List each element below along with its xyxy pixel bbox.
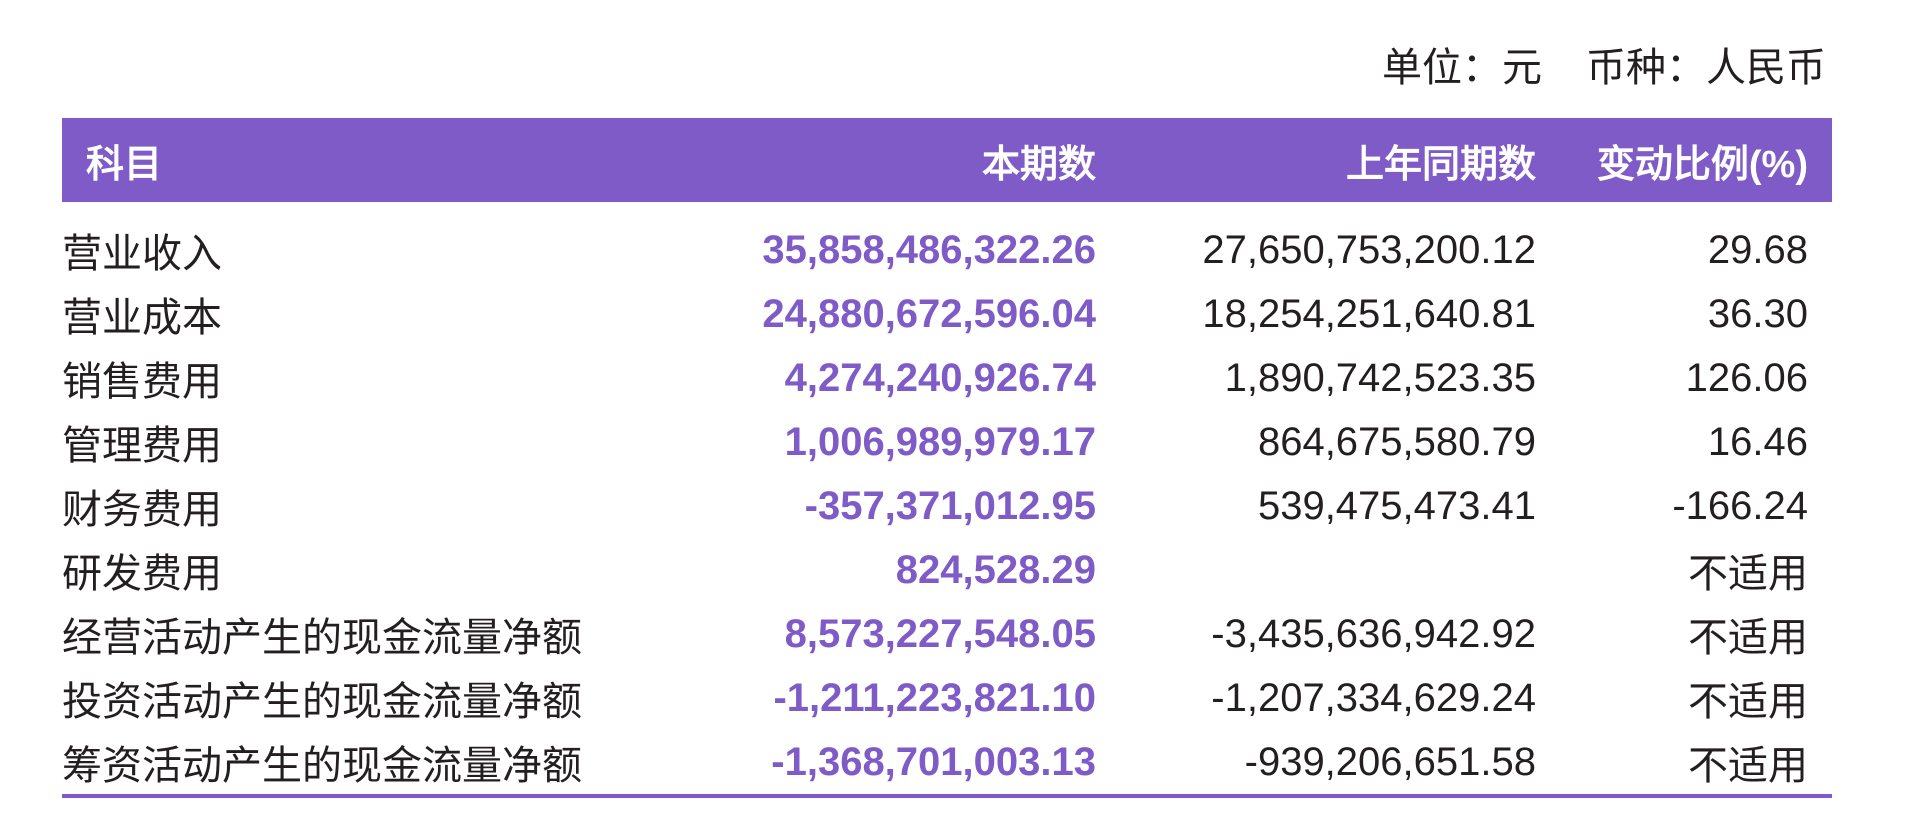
table-row: 经营活动产生的现金流量净额 8,573,227,548.05 -3,435,63… xyxy=(62,602,1832,666)
row-current-value: 24,880,672,596.04 xyxy=(762,291,1096,336)
row-current-value: 824,528.29 xyxy=(895,547,1096,592)
row-change-value: -166.24 xyxy=(1672,483,1808,528)
row-change-value: 36.30 xyxy=(1707,291,1808,336)
row-previous-value: -3,435,636,942.92 xyxy=(1211,611,1536,656)
row-previous-value: 18,254,251,640.81 xyxy=(1202,291,1536,336)
row-item: 营业收入 xyxy=(62,232,222,276)
row-current-value: 35,858,486,322.26 xyxy=(762,227,1096,272)
table-row: 筹资活动产生的现金流量净额 -1,368,701,003.13 -939,206… xyxy=(62,730,1832,794)
row-item: 筹资活动产生的现金流量净额 xyxy=(62,744,582,788)
row-current-value: 8,573,227,548.05 xyxy=(784,611,1096,656)
table-row: 营业成本 24,880,672,596.04 18,254,251,640.81… xyxy=(62,282,1832,346)
header-previous-period: 上年同期数 xyxy=(1345,143,1536,186)
row-change-value: 126.06 xyxy=(1685,355,1808,400)
row-current-value: -357,371,012.95 xyxy=(804,483,1096,528)
row-item: 经营活动产生的现金流量净额 xyxy=(62,616,582,660)
row-item: 财务费用 xyxy=(62,488,222,532)
row-change-value: 不适用 xyxy=(1688,616,1808,660)
financial-summary-table: 科目 本期数 上年同期数 变动比例(%) 营业收入 35,858,486,322… xyxy=(62,118,1832,794)
row-item: 研发费用 xyxy=(62,552,222,596)
unit-label: 单位：元 xyxy=(1382,46,1542,90)
row-change-value: 16.46 xyxy=(1707,419,1808,464)
row-item: 销售费用 xyxy=(62,360,222,404)
row-current-value: -1,211,223,821.10 xyxy=(773,675,1096,720)
unit-currency-note: 单位：元 币种：人民币 xyxy=(1382,44,1826,92)
row-current-value: -1,368,701,003.13 xyxy=(771,739,1096,784)
row-previous-value: 539,475,473.41 xyxy=(1257,483,1536,528)
row-previous-value xyxy=(1120,538,1560,602)
row-previous-value: 864,675,580.79 xyxy=(1257,419,1536,464)
row-change-value: 不适用 xyxy=(1688,680,1808,724)
row-current-value: 4,274,240,926.74 xyxy=(784,355,1096,400)
row-item: 管理费用 xyxy=(62,424,222,468)
row-item: 营业成本 xyxy=(62,296,222,340)
table-bottom-rule xyxy=(62,794,1832,798)
table-header-row: 科目 本期数 上年同期数 变动比例(%) xyxy=(62,118,1832,202)
table-row: 销售费用 4,274,240,926.74 1,890,742,523.35 1… xyxy=(62,346,1832,410)
row-change-value: 29.68 xyxy=(1707,227,1808,272)
table-row: 财务费用 -357,371,012.95 539,475,473.41 -166… xyxy=(62,474,1832,538)
row-previous-value: 1,890,742,523.35 xyxy=(1224,355,1536,400)
header-change-ratio: 变动比例(%) xyxy=(1596,143,1808,186)
table-row: 研发费用 824,528.29 不适用 xyxy=(62,538,1832,602)
table-row: 管理费用 1,006,989,979.17 864,675,580.79 16.… xyxy=(62,410,1832,474)
row-previous-value: -1,207,334,629.24 xyxy=(1211,675,1536,720)
row-previous-value: -939,206,651.58 xyxy=(1244,739,1536,784)
table-row: 投资活动产生的现金流量净额 -1,211,223,821.10 -1,207,3… xyxy=(62,666,1832,730)
row-change-value: 不适用 xyxy=(1688,744,1808,788)
currency-label: 币种：人民币 xyxy=(1586,46,1826,90)
header-item: 科目 xyxy=(86,143,163,186)
row-change-value: 不适用 xyxy=(1688,552,1808,596)
row-item: 投资活动产生的现金流量净额 xyxy=(62,680,582,724)
table-row: 营业收入 35,858,486,322.26 27,650,753,200.12… xyxy=(62,202,1832,282)
row-current-value: 1,006,989,979.17 xyxy=(784,419,1096,464)
row-previous-value: 27,650,753,200.12 xyxy=(1202,227,1536,272)
header-current-period: 本期数 xyxy=(981,143,1096,186)
